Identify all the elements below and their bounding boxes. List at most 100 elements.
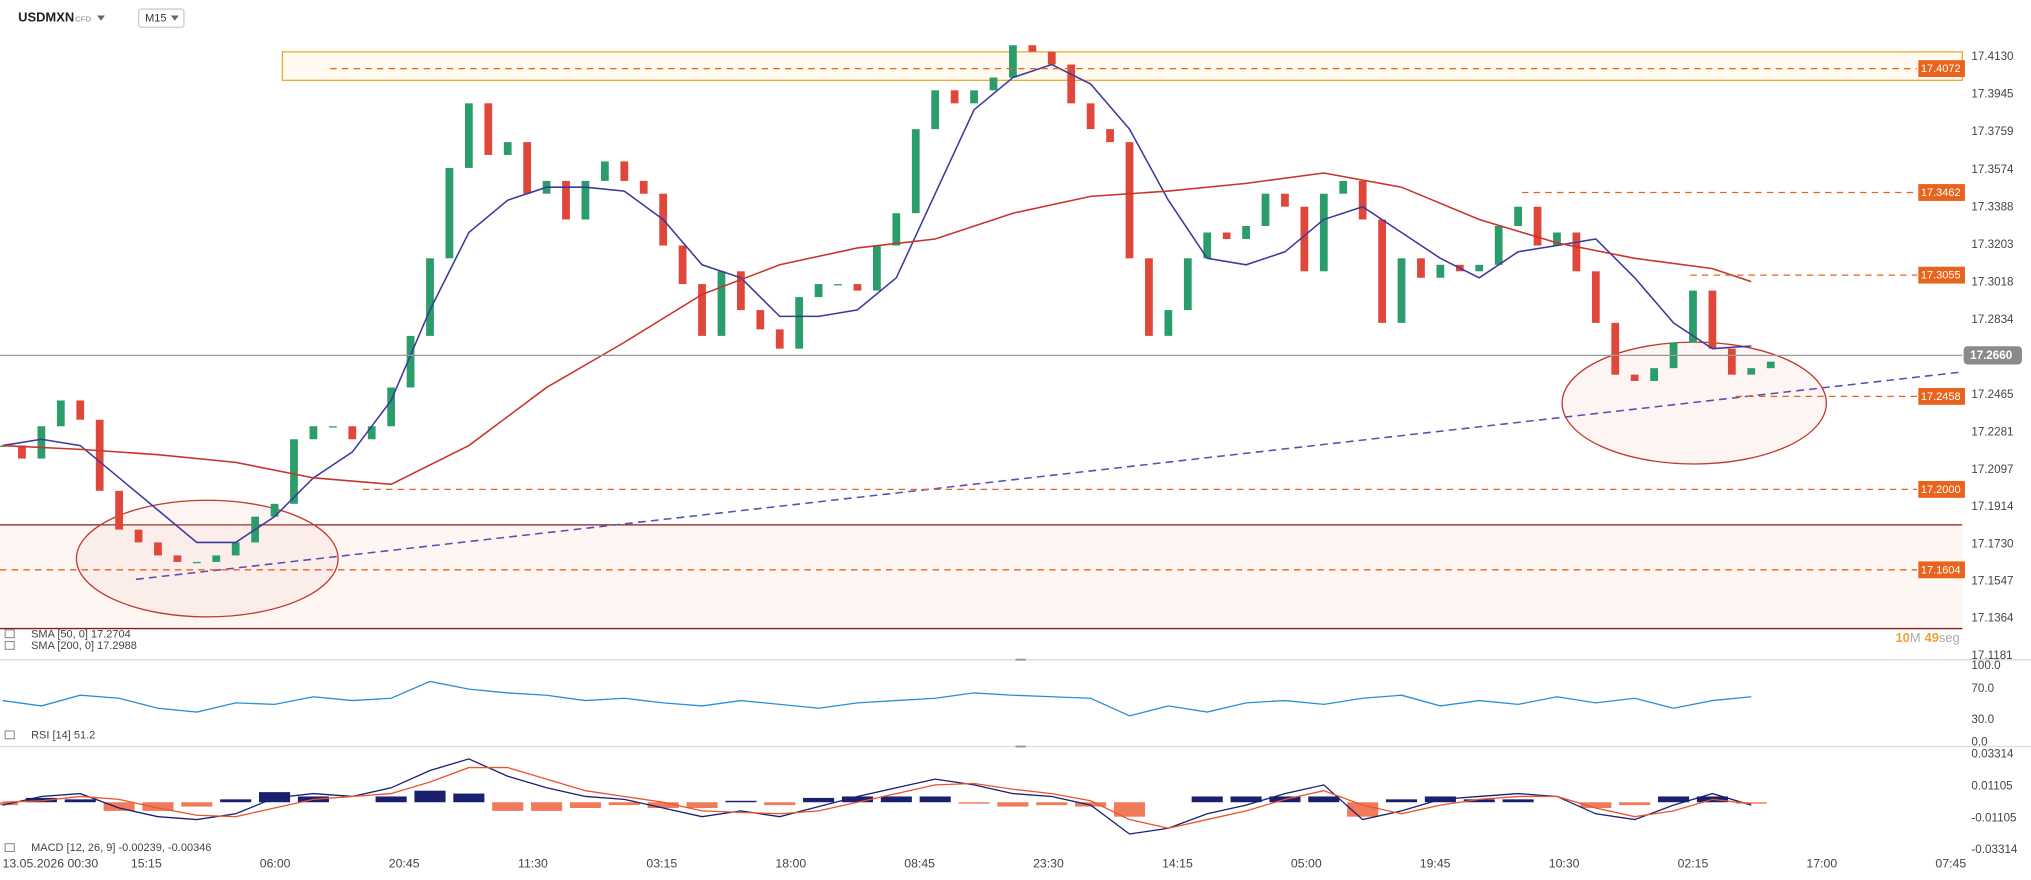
indicator-line [2,680,1752,717]
price-tag [1918,60,1965,78]
candle [989,77,998,91]
price-tag-label: 17.4072 [1921,63,1961,75]
legend-icon [4,730,15,740]
candle [1689,290,1697,343]
indicator-title: MACD [12, 26, 9] -0.00239, -0.00346 [31,842,211,854]
price-tag-label: 17.3462 [1921,187,1961,199]
candle [1766,361,1775,369]
legend-icon [4,629,15,639]
zone-shade [0,524,1963,629]
countdown: 10M 49seg [1895,630,1959,645]
candle [853,284,862,291]
histogram-bar [1619,802,1651,806]
candle [290,439,298,504]
candle [1611,322,1620,375]
candle [1533,206,1542,246]
highlight-ellipse [75,499,339,618]
histogram-bar [103,802,135,811]
y-tick-label: -0.01105 [1971,811,2016,824]
dropdown-arrow[interactable] [97,15,105,21]
y-tick-label: 17.1364 [1971,612,2014,625]
candle [892,213,901,246]
symbol[interactable]: USDMXN [18,10,74,25]
histogram-bar [608,802,640,806]
histogram-bar [220,799,252,803]
candle [464,103,473,168]
histogram-bar [647,802,679,809]
candle [581,180,590,220]
candle [1183,258,1192,311]
price-tag [1918,387,1965,405]
histogram-bar [375,796,407,803]
dropdown-arrow[interactable] [170,15,179,21]
histogram-bar [997,802,1029,807]
y-tick-label: 17.4130 [1971,50,2014,63]
histogram-bar [1191,796,1223,803]
y-tick-label: 17.1914 [1971,500,2014,513]
candle [406,335,415,388]
x-tick-label: 11:30 [518,857,548,871]
candle [1553,232,1561,246]
candle [1047,51,1056,65]
candle [503,142,512,155]
x-tick-label: 20:45 [389,857,420,871]
x-tick-label: 08:45 [904,857,935,871]
candle [212,555,221,562]
countdown-seconds: 49 [1925,630,1939,645]
timeframe[interactable]: M15 [145,13,166,25]
candle [1591,271,1600,323]
price-tag-label: 17.2000 [1921,484,1961,496]
y-tick-label: 17.3574 [1971,163,2014,176]
candle [1203,232,1212,259]
histogram-bar [569,802,601,809]
candle [970,90,978,104]
histogram-bar [1658,796,1690,803]
x-tick-label: 10:30 [1549,857,1580,871]
candle [600,161,609,181]
candle [1650,368,1659,381]
y-tick-label: 17.2281 [1971,425,2013,438]
x-tick-label: 23:30 [1033,857,1064,871]
candle [37,426,46,459]
candle [620,161,629,181]
histogram-bar [25,797,57,803]
candle [309,426,318,440]
timeframe-button[interactable] [137,8,185,28]
candle [1417,258,1425,278]
x-tick-label: 02:15 [1678,857,1709,871]
candle [95,419,104,491]
y-tick-label: 17.2834 [1971,313,2014,326]
candle [795,297,804,349]
histogram-bar [414,790,446,803]
histogram-bar [686,802,718,809]
candle [231,542,240,556]
candle [1086,103,1095,130]
candle [1300,206,1309,272]
y-tick-label: 17.3945 [1971,87,2013,100]
indicator-line [2,758,1752,835]
histogram-bar [1385,799,1418,803]
y-tick-label: 70.0 [1971,682,1994,695]
histogram-bar [1308,796,1340,803]
histogram-bar [1113,802,1146,817]
resistance-box [281,51,1963,82]
candle [698,284,706,336]
x-tick-label: 07:45 [1935,857,1966,871]
y-tick-label: 17.2465 [1971,388,2013,401]
candle [1009,45,1017,78]
candle [950,90,959,104]
candle [1164,310,1173,336]
candle [1436,264,1445,278]
candle [134,529,143,543]
histogram-bar [1230,796,1262,803]
candle [387,387,396,427]
plot-layer: 17.4130 17.3945 17.3759 17.3574 17.3388 17.32… [0,45,2022,871]
histogram-bar [1463,799,1495,803]
legend-entry: SMA [50, 0] 17.2704 [31,628,131,640]
candle [115,490,123,530]
candle [367,426,376,440]
candle [639,180,648,194]
current-price-label: 17.2660 [1970,349,2012,362]
candle [192,561,201,564]
y-tick-label: 0.0 [1971,736,1988,749]
